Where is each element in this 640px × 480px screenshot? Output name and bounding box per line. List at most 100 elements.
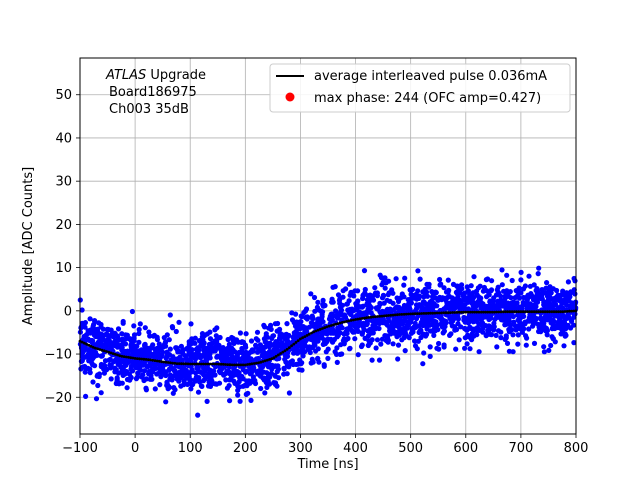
scatter-point (546, 347, 552, 353)
scatter-point (450, 298, 456, 304)
scatter-point (437, 276, 443, 283)
scatter-point (544, 280, 550, 286)
scatter-point (515, 341, 521, 347)
scatter-point (82, 364, 88, 371)
scatter-point (143, 385, 149, 391)
scatter-point (415, 268, 421, 274)
average-pulse-point (559, 310, 562, 314)
scatter-point (108, 376, 114, 382)
average-pulse-point (226, 363, 230, 366)
scatter-point (437, 282, 443, 288)
scatter-point (295, 348, 301, 354)
scatter-point (113, 358, 119, 364)
scatter-point (429, 289, 435, 295)
scatter-point (493, 332, 499, 338)
scatter-point (424, 326, 430, 332)
scatter-point (167, 372, 173, 378)
scatter-point (334, 315, 341, 321)
average-pulse-point (347, 319, 351, 323)
average-pulse-point (435, 311, 439, 315)
scatter-point (464, 327, 470, 333)
average-pulse-point (274, 354, 278, 358)
scatter-point (245, 390, 251, 396)
scatter-point (401, 282, 407, 288)
scatter-point (547, 303, 553, 309)
average-pulse-point (523, 310, 527, 314)
scatter-point (412, 320, 418, 326)
average-pulse-point (437, 311, 441, 315)
scatter-point (377, 272, 383, 278)
scatter-point (512, 295, 518, 301)
average-pulse-point (455, 311, 459, 314)
average-pulse-point (336, 322, 340, 325)
scatter-point (513, 288, 519, 294)
average-pulse-point (131, 356, 135, 360)
scatter-point (424, 331, 430, 337)
scatter-point (321, 302, 327, 308)
scatter-point (494, 344, 500, 350)
scatter-point (195, 389, 202, 395)
average-pulse-point (202, 362, 205, 366)
x-tick-label: 0 (131, 441, 139, 456)
scatter-point (207, 329, 213, 335)
scatter-point (369, 337, 375, 343)
scatter-point (380, 317, 386, 323)
scatter-point (380, 292, 386, 298)
scatter-point (450, 281, 457, 287)
scatter-point (90, 379, 96, 385)
scatter-point (355, 328, 361, 334)
scatter-point (123, 336, 129, 342)
scatter-point (262, 390, 268, 396)
scatter-point (180, 370, 186, 376)
average-pulse-point (323, 326, 327, 329)
scatter-point (270, 333, 276, 339)
scatter-point (374, 290, 380, 296)
average-pulse-point (140, 357, 144, 361)
scatter-point (196, 375, 202, 381)
scatter-point (530, 323, 536, 329)
scatter-point (201, 372, 207, 378)
scatter-point (412, 338, 418, 344)
average-pulse-point (444, 311, 448, 315)
average-pulse-point (100, 348, 104, 352)
scatter-point (385, 339, 391, 345)
scatter-point (448, 331, 454, 337)
y-tick-label: 20 (55, 218, 72, 233)
scatter-point (566, 314, 572, 320)
annotation-experiment: ATLAS Upgrade (105, 68, 206, 83)
scatter-point (321, 329, 327, 335)
average-pulse-point (497, 310, 501, 314)
scatter-point (276, 375, 282, 381)
scatter-point (562, 317, 568, 323)
average-pulse-point (402, 312, 406, 316)
average-pulse-point (526, 310, 529, 314)
scatter-point (302, 308, 309, 314)
scatter-point (462, 335, 468, 341)
scatter-point (304, 316, 310, 322)
scatter-point (200, 378, 207, 384)
average-pulse-point (191, 362, 194, 366)
y-tick-label: 10 (55, 261, 72, 276)
average-pulse-point (429, 311, 432, 315)
scatter-point (205, 371, 212, 377)
scatter-point (146, 371, 152, 377)
scatter-point (534, 299, 541, 305)
scatter-point (294, 319, 300, 325)
scatter-point (136, 326, 142, 333)
scatter-point (262, 324, 268, 330)
scatter-point (250, 374, 256, 380)
scatter-point (548, 342, 554, 349)
scatter-point (200, 338, 206, 344)
scatter-point (539, 324, 546, 330)
scatter-point (214, 339, 220, 345)
scatter-point (473, 316, 479, 322)
scatter-point (424, 293, 431, 299)
scatter-point (129, 368, 136, 374)
x-tick-label: 500 (398, 441, 423, 456)
scatter-point (504, 340, 511, 346)
scatter-point (462, 306, 468, 312)
scatter-point (481, 284, 487, 291)
scatter-point (240, 383, 246, 389)
average-pulse-point (301, 336, 304, 340)
scatter-point (186, 373, 192, 379)
